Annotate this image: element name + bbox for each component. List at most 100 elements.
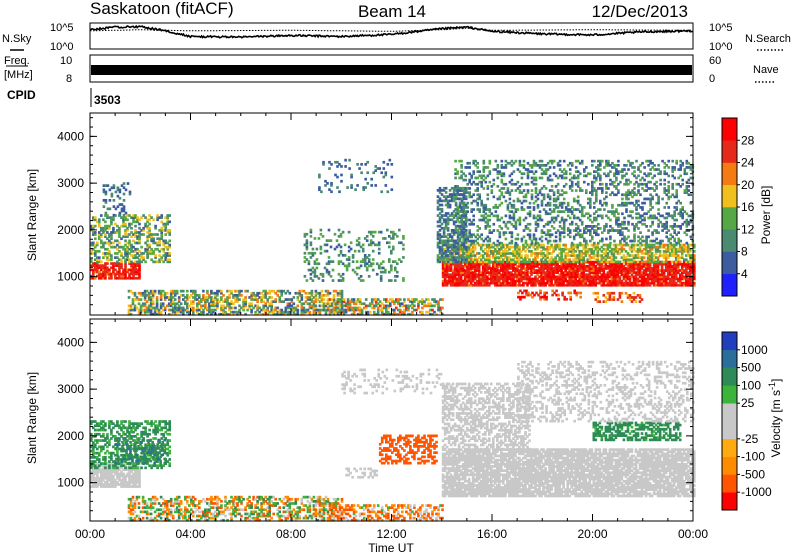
power-cell xyxy=(685,273,688,277)
power-cell xyxy=(134,254,137,257)
power-cell xyxy=(634,283,638,287)
power-cell xyxy=(470,220,474,224)
power-cell xyxy=(510,271,513,274)
power-cell xyxy=(518,265,521,268)
power-cell xyxy=(304,296,308,299)
power-cell xyxy=(652,271,656,274)
power-cell xyxy=(674,252,678,255)
power-cell xyxy=(160,235,164,238)
power-cell xyxy=(148,231,151,234)
power-cell xyxy=(226,300,229,303)
power-cell xyxy=(162,250,166,253)
power-cell xyxy=(650,254,654,257)
power-cell xyxy=(526,260,529,264)
power-cell xyxy=(454,197,457,201)
power-cell xyxy=(302,310,306,314)
power-cell xyxy=(594,271,598,274)
power-cell xyxy=(664,247,668,251)
power-cell xyxy=(616,271,620,274)
power-cell xyxy=(364,163,368,166)
power-cell xyxy=(164,229,168,232)
power-cell xyxy=(388,258,391,261)
power-cell xyxy=(514,256,517,259)
power-cell xyxy=(532,265,535,268)
power-cell xyxy=(388,158,392,162)
power-cell xyxy=(130,270,133,274)
power-cell xyxy=(463,281,467,285)
power-cell xyxy=(110,258,113,262)
power-cell xyxy=(540,271,543,274)
power-cell xyxy=(110,241,113,245)
power-cell xyxy=(145,294,149,297)
power-cell xyxy=(124,188,128,192)
power-cell xyxy=(150,247,153,251)
power-cell xyxy=(192,306,195,310)
power-cell xyxy=(354,188,357,191)
power-cell xyxy=(594,260,598,264)
power-cell xyxy=(538,189,542,192)
power-cell xyxy=(530,170,534,173)
power-cell xyxy=(379,275,383,278)
power-cell xyxy=(310,304,314,308)
power-cell xyxy=(528,243,531,247)
power-cell xyxy=(546,245,549,249)
power-cell xyxy=(572,258,576,262)
power-cell xyxy=(552,277,555,281)
power-cell xyxy=(459,260,463,264)
power-cell xyxy=(457,277,461,281)
power-cell xyxy=(488,256,491,259)
power-cell xyxy=(152,250,155,253)
power-cell xyxy=(532,271,535,274)
power-cell xyxy=(624,267,628,270)
power-cell xyxy=(148,235,151,238)
power-cell xyxy=(634,277,638,281)
power-cell xyxy=(118,226,121,230)
power-cell xyxy=(540,199,544,203)
power-cell xyxy=(112,262,115,265)
power-cell xyxy=(324,308,328,312)
power-cell xyxy=(598,275,602,279)
power-cell xyxy=(308,310,312,314)
power-cell xyxy=(492,178,496,182)
power-cell xyxy=(452,239,456,243)
power-cell xyxy=(296,310,300,314)
power-cell xyxy=(506,258,509,262)
power-cell xyxy=(532,269,535,272)
power-cell xyxy=(142,214,145,217)
power-cell xyxy=(456,191,459,194)
power-cell xyxy=(308,306,312,310)
power-cell xyxy=(496,269,499,272)
power-cell xyxy=(618,252,622,255)
power-cell xyxy=(169,296,173,299)
power-cell xyxy=(500,247,503,251)
power-cell xyxy=(574,275,578,279)
power-cell xyxy=(468,178,472,182)
power-cell xyxy=(506,203,510,207)
power-cell xyxy=(518,220,522,224)
power-cell xyxy=(98,250,101,253)
power-cell xyxy=(143,296,147,299)
power-cell xyxy=(312,310,316,314)
power-cell xyxy=(650,273,654,277)
power-cell xyxy=(500,269,503,272)
power-cell xyxy=(159,304,163,308)
power-cell xyxy=(512,281,515,285)
power-cell xyxy=(318,310,322,314)
power-cell xyxy=(678,283,682,287)
power-cell xyxy=(214,304,217,308)
power-cell xyxy=(510,233,514,237)
power-cell xyxy=(564,283,568,287)
power-cell xyxy=(685,258,688,262)
power-cell xyxy=(594,245,598,249)
power-cell xyxy=(472,170,476,173)
power-cell xyxy=(532,237,536,241)
power-cell xyxy=(334,304,338,308)
power-cell xyxy=(202,294,205,297)
power-cell xyxy=(600,279,604,283)
power-cell xyxy=(90,274,93,278)
power-cell xyxy=(134,231,137,234)
power-cell xyxy=(150,250,153,253)
power-cell xyxy=(452,197,456,201)
power-cell xyxy=(441,312,444,316)
power-cell xyxy=(338,300,342,303)
